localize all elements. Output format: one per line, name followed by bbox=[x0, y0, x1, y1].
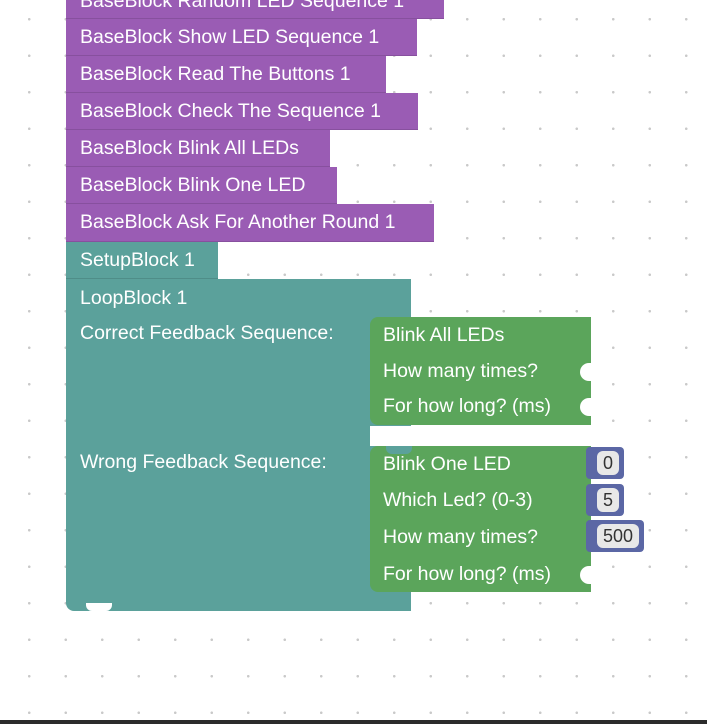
workspace-bottom-border bbox=[0, 720, 707, 724]
base-block-read-the-buttons[interactable]: BaseBlock Read The Buttons 1 bbox=[66, 56, 386, 93]
blink-all-duration-input-socket[interactable] bbox=[580, 398, 592, 416]
blink-one-led-block[interactable] bbox=[370, 446, 591, 592]
number-field[interactable]: 0 bbox=[597, 451, 620, 475]
blink-all-times-input-socket[interactable] bbox=[580, 363, 592, 381]
base-block-random-led-sequence[interactable]: BaseBlock Random LED Sequence 1 bbox=[66, 0, 444, 19]
blink-one-top-notch bbox=[386, 446, 412, 454]
base-block-show-led-sequence[interactable]: BaseBlock Show LED Sequence 1 bbox=[66, 19, 417, 56]
blink-all-duration-label: For how long? (ms) bbox=[383, 395, 551, 417]
blink-all-leds-title: Blink All LEDs bbox=[383, 324, 505, 346]
loop-block-label: LoopBlock 1 bbox=[80, 287, 188, 309]
base-block-blink-all-leds[interactable]: BaseBlock Blink All LEDs bbox=[66, 130, 330, 167]
number-block-led-index[interactable]: 0 bbox=[586, 447, 625, 479]
loop-block[interactable] bbox=[66, 279, 411, 611]
blink-one-led-title: Blink One LED bbox=[383, 453, 511, 475]
blink-one-duration-label: For how long? (ms) bbox=[383, 563, 551, 585]
base-block-ask-for-another-round[interactable]: BaseBlock Ask For Another Round 1 bbox=[66, 204, 434, 242]
base-block-blink-one-led[interactable]: BaseBlock Blink One LED bbox=[66, 167, 337, 204]
number-block-duration[interactable]: 500 bbox=[586, 520, 645, 552]
loop-statement-gutter bbox=[370, 426, 411, 446]
loop-bottom-notch bbox=[86, 603, 112, 611]
blink-one-which-label: Which Led? (0-3) bbox=[383, 489, 533, 511]
blink-one-duration-input-socket[interactable] bbox=[580, 566, 592, 584]
number-field[interactable]: 5 bbox=[597, 488, 620, 512]
number-field[interactable]: 500 bbox=[597, 524, 640, 548]
setup-block[interactable]: SetupBlock 1 bbox=[66, 242, 218, 279]
blink-all-leds-block[interactable] bbox=[370, 317, 591, 425]
blink-one-times-label: How many times? bbox=[383, 526, 538, 548]
base-block-check-the-sequence[interactable]: BaseBlock Check The Sequence 1 bbox=[66, 93, 418, 130]
wrong-feedback-label: Wrong Feedback Sequence: bbox=[80, 451, 327, 473]
blink-all-times-label: How many times? bbox=[383, 360, 538, 382]
correct-feedback-label: Correct Feedback Sequence: bbox=[80, 322, 334, 344]
number-block-times[interactable]: 5 bbox=[586, 484, 625, 516]
